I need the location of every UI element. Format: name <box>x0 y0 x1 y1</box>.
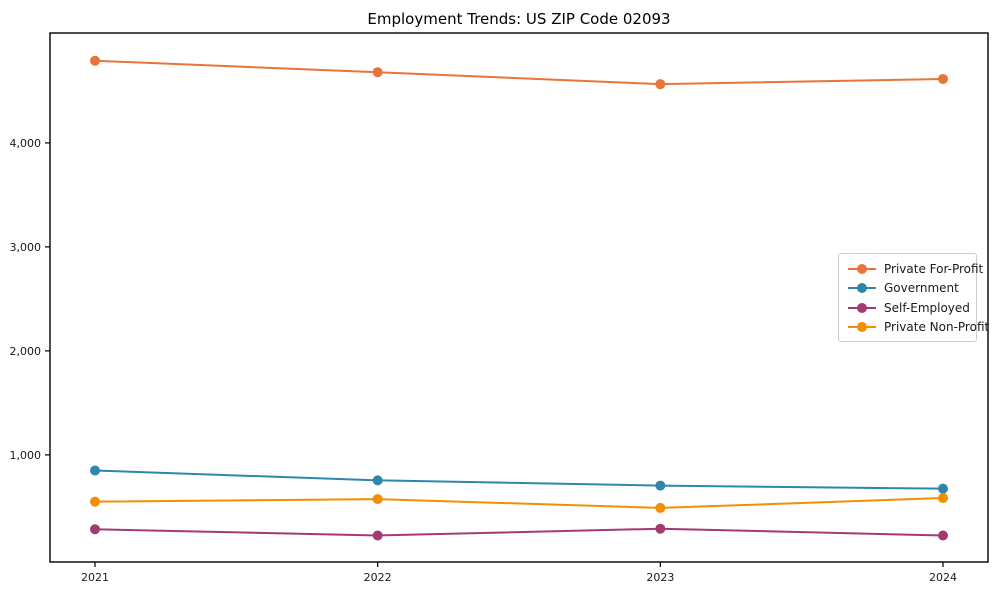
legend-item-label: Self-Employed <box>884 300 970 315</box>
series-line <box>94 59 944 86</box>
legend-line-marker-icon <box>848 301 876 315</box>
y-axis-tick-label: 3,000 <box>10 241 42 254</box>
legend-item-label: Government <box>884 281 959 296</box>
x-axis-tick-label: 2024 <box>929 571 957 584</box>
legend-item-label: Private For-Profit <box>884 261 984 276</box>
data-point-marker <box>655 523 666 534</box>
x-axis-tick-label: 2022 <box>364 571 392 584</box>
legend-item-government: Government <box>848 279 968 299</box>
legend-line-marker-icon <box>848 262 876 276</box>
chart-legend: Private For-Profit Government Self-Emplo… <box>838 253 989 342</box>
legend-item-self-employed: Self-Employed <box>848 298 970 318</box>
x-axis-tick-label: 2023 <box>646 571 674 584</box>
x-axis-tick-label: 2021 <box>81 571 109 584</box>
data-point-marker <box>372 494 383 505</box>
data-point-marker <box>655 79 666 90</box>
legend-line-marker-icon <box>848 281 876 295</box>
data-point-marker <box>372 530 383 541</box>
chart-title: Employment Trends: US ZIP Code 02093 <box>367 10 671 28</box>
data-point-marker <box>655 480 666 491</box>
data-point-marker <box>372 475 383 486</box>
legend-item-label: Private Non-Profit <box>884 320 990 335</box>
data-point-marker <box>938 73 948 84</box>
data-point-marker <box>90 524 100 535</box>
data-point-marker <box>372 67 383 78</box>
y-axis-tick-label: 1,000 <box>10 449 42 462</box>
series-line <box>94 469 944 490</box>
series-line <box>94 497 944 509</box>
y-axis-tick-label: 2,000 <box>10 345 42 358</box>
data-point-marker <box>938 483 948 494</box>
legend-item-private-for-profit: Private For-Profit <box>848 259 983 279</box>
legend-item-private-non-profit: Private Non-Profit <box>848 318 989 338</box>
data-point-marker <box>90 55 100 66</box>
plot-frame <box>49 32 989 563</box>
series-line <box>94 527 944 537</box>
y-axis-tick-label: 4,000 <box>10 137 42 150</box>
data-point-marker <box>90 465 100 476</box>
legend-line-marker-icon <box>848 320 876 334</box>
data-point-marker <box>938 530 948 541</box>
data-point-marker <box>655 502 666 513</box>
data-point-marker <box>90 496 100 507</box>
data-point-marker <box>938 493 948 504</box>
